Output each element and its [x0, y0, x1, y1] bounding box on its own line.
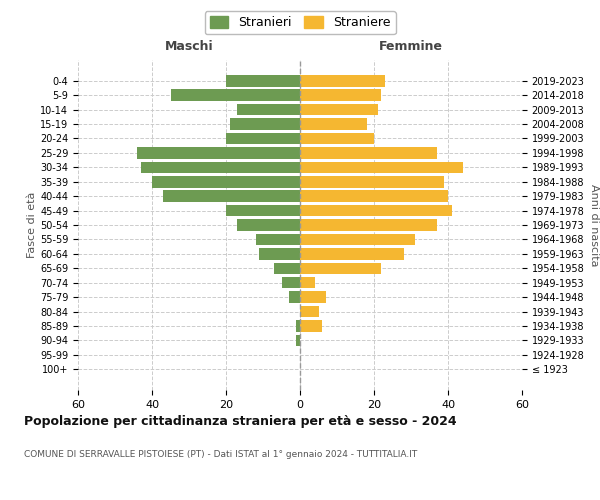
Bar: [300, 306, 319, 318]
Bar: [237, 219, 300, 231]
Y-axis label: Anni di nascita: Anni di nascita: [589, 184, 599, 266]
Bar: [300, 147, 437, 158]
Bar: [300, 132, 374, 144]
Bar: [300, 205, 452, 216]
Bar: [300, 248, 404, 260]
Bar: [170, 90, 300, 101]
Bar: [281, 277, 300, 288]
Bar: [296, 334, 300, 346]
Bar: [137, 147, 300, 158]
Bar: [163, 190, 300, 202]
Bar: [300, 320, 322, 332]
Bar: [230, 118, 300, 130]
Bar: [289, 292, 300, 303]
Text: COMUNE DI SERRAVALLE PISTOIESE (PT) - Dati ISTAT al 1° gennaio 2024 - TUTTITALIA: COMUNE DI SERRAVALLE PISTOIESE (PT) - Da…: [24, 450, 417, 459]
Bar: [300, 176, 445, 188]
Text: Popolazione per cittadinanza straniera per età e sesso - 2024: Popolazione per cittadinanza straniera p…: [24, 415, 457, 428]
Bar: [296, 320, 300, 332]
Bar: [226, 205, 300, 216]
Bar: [300, 262, 382, 274]
Bar: [300, 90, 382, 101]
Bar: [300, 292, 326, 303]
Bar: [141, 162, 300, 173]
Bar: [300, 234, 415, 245]
Bar: [300, 162, 463, 173]
Y-axis label: Fasce di età: Fasce di età: [27, 192, 37, 258]
Bar: [300, 190, 448, 202]
Bar: [300, 277, 315, 288]
Bar: [300, 219, 437, 231]
Legend: Stranieri, Straniere: Stranieri, Straniere: [205, 11, 395, 34]
Bar: [152, 176, 300, 188]
Bar: [300, 104, 378, 116]
Bar: [237, 104, 300, 116]
Bar: [226, 132, 300, 144]
Bar: [274, 262, 300, 274]
Bar: [256, 234, 300, 245]
Bar: [226, 75, 300, 86]
Bar: [300, 75, 385, 86]
Text: Maschi: Maschi: [164, 40, 214, 54]
Text: Femmine: Femmine: [379, 40, 443, 54]
Bar: [300, 118, 367, 130]
Bar: [259, 248, 300, 260]
